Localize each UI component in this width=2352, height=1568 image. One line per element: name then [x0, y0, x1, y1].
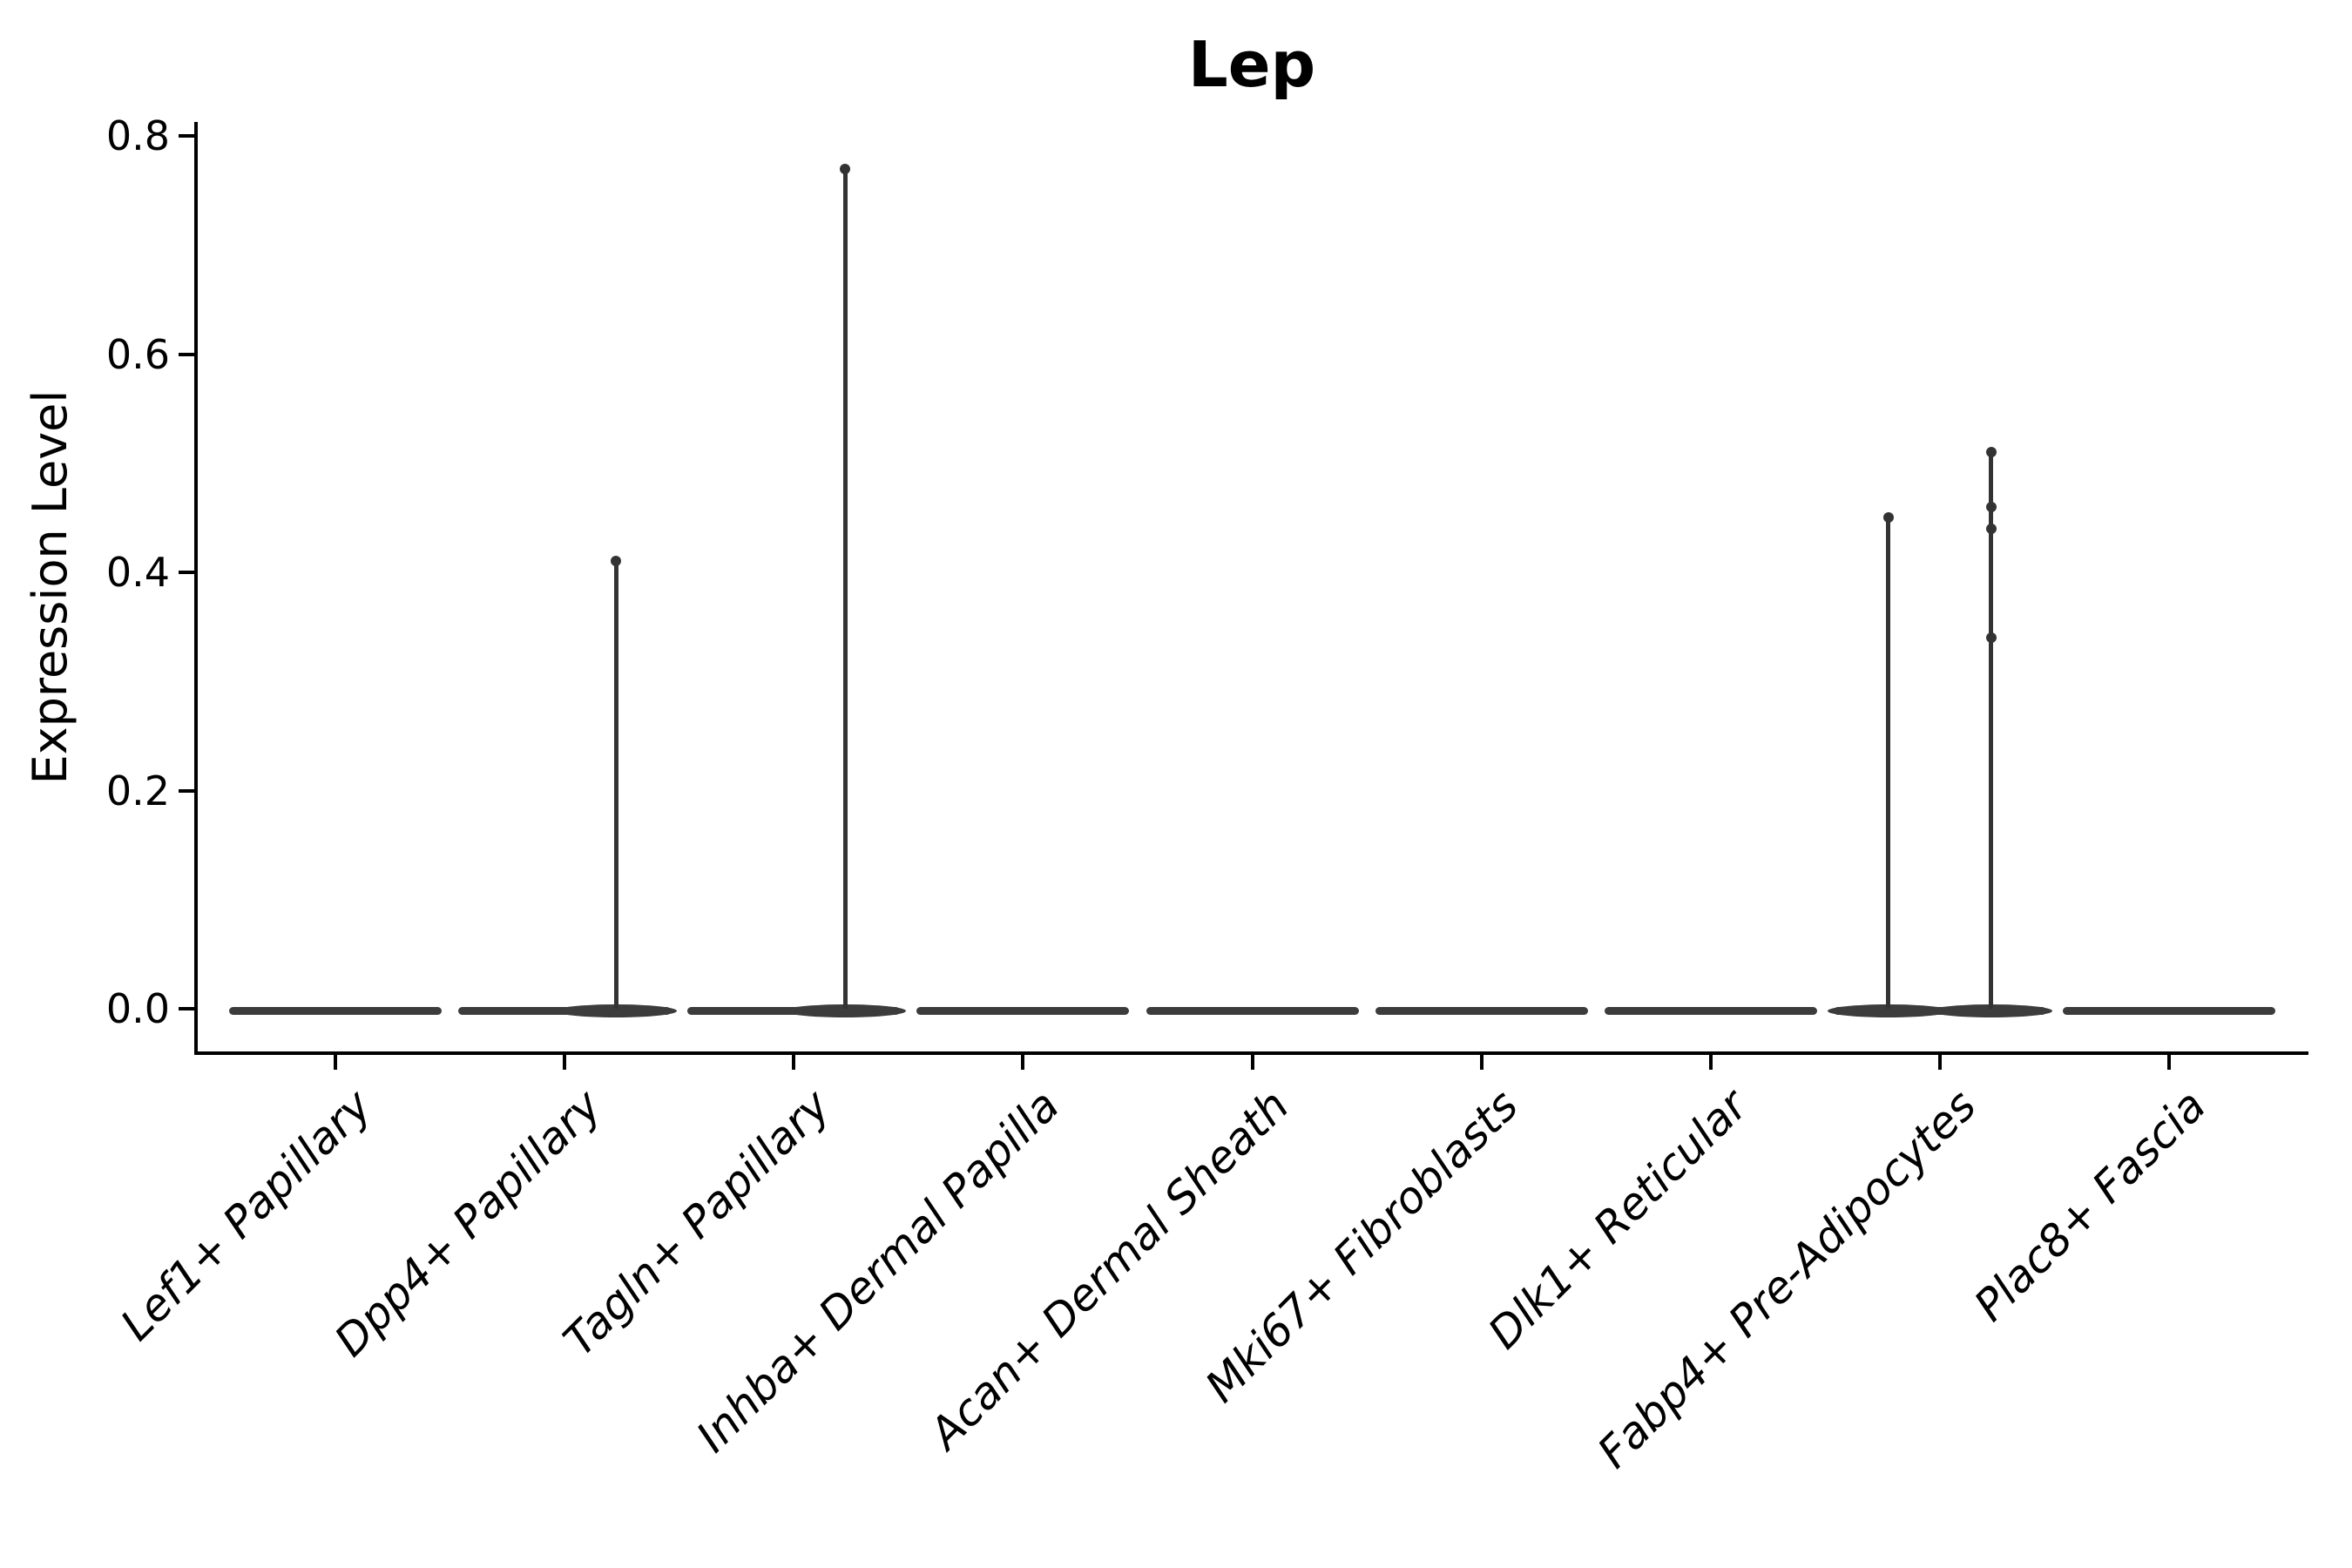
y-tick: [179, 134, 194, 138]
x-tick: [1479, 1055, 1484, 1070]
violin-point: [840, 163, 851, 174]
y-tick-label: 0.4: [105, 549, 170, 596]
y-tick: [179, 571, 194, 574]
violin-body: [458, 1006, 672, 1015]
x-tick-label: Lef1+ Papillary: [111, 1079, 382, 1351]
x-tick: [563, 1055, 567, 1070]
violin-spike: [842, 168, 848, 1009]
y-tick-label: 0.0: [105, 985, 170, 1032]
violin-spike: [1886, 517, 1891, 1009]
y-axis-label: Expression Level: [23, 389, 78, 785]
violin-point: [1985, 523, 1997, 534]
violin-spike: [1989, 452, 1994, 1009]
violin-point: [1882, 512, 1894, 524]
violin-body: [1146, 1006, 1359, 1015]
x-tick: [792, 1055, 796, 1070]
x-tick: [2167, 1055, 2171, 1070]
x-tick: [334, 1055, 337, 1070]
violin-point: [611, 556, 622, 567]
violin-body: [1375, 1006, 1588, 1015]
plot-title: Lep: [1187, 28, 1316, 101]
violin-body: [1604, 1006, 1817, 1015]
y-tick-label: 0.8: [105, 112, 170, 159]
violin-body: [687, 1006, 901, 1015]
y-tick: [179, 352, 194, 356]
violin-body: [916, 1006, 1130, 1015]
violin-point: [1985, 501, 1997, 512]
y-tick: [179, 1007, 194, 1010]
violin-body: [2063, 1006, 2275, 1015]
violin-point: [1985, 447, 1997, 458]
violin-point: [1985, 632, 1997, 644]
violin-body: [1833, 1006, 2046, 1015]
y-tick-label: 0.2: [105, 767, 170, 814]
violin-body: [229, 1006, 442, 1015]
x-tick: [1937, 1055, 1942, 1070]
y-tick: [179, 788, 194, 793]
x-tick: [1708, 1055, 1713, 1070]
x-tick-label: Fabp4+ Pre-Adipocytes: [1588, 1079, 1986, 1478]
violin-spike: [613, 561, 618, 1009]
x-tick-label: Plac8+ Fascia: [1963, 1079, 2215, 1331]
x-tick: [1250, 1055, 1254, 1070]
x-tick: [1021, 1055, 1025, 1070]
y-tick-label: 0.6: [105, 330, 170, 378]
x-axis-spine: [194, 1051, 2308, 1055]
y-axis-spine: [194, 122, 198, 1055]
